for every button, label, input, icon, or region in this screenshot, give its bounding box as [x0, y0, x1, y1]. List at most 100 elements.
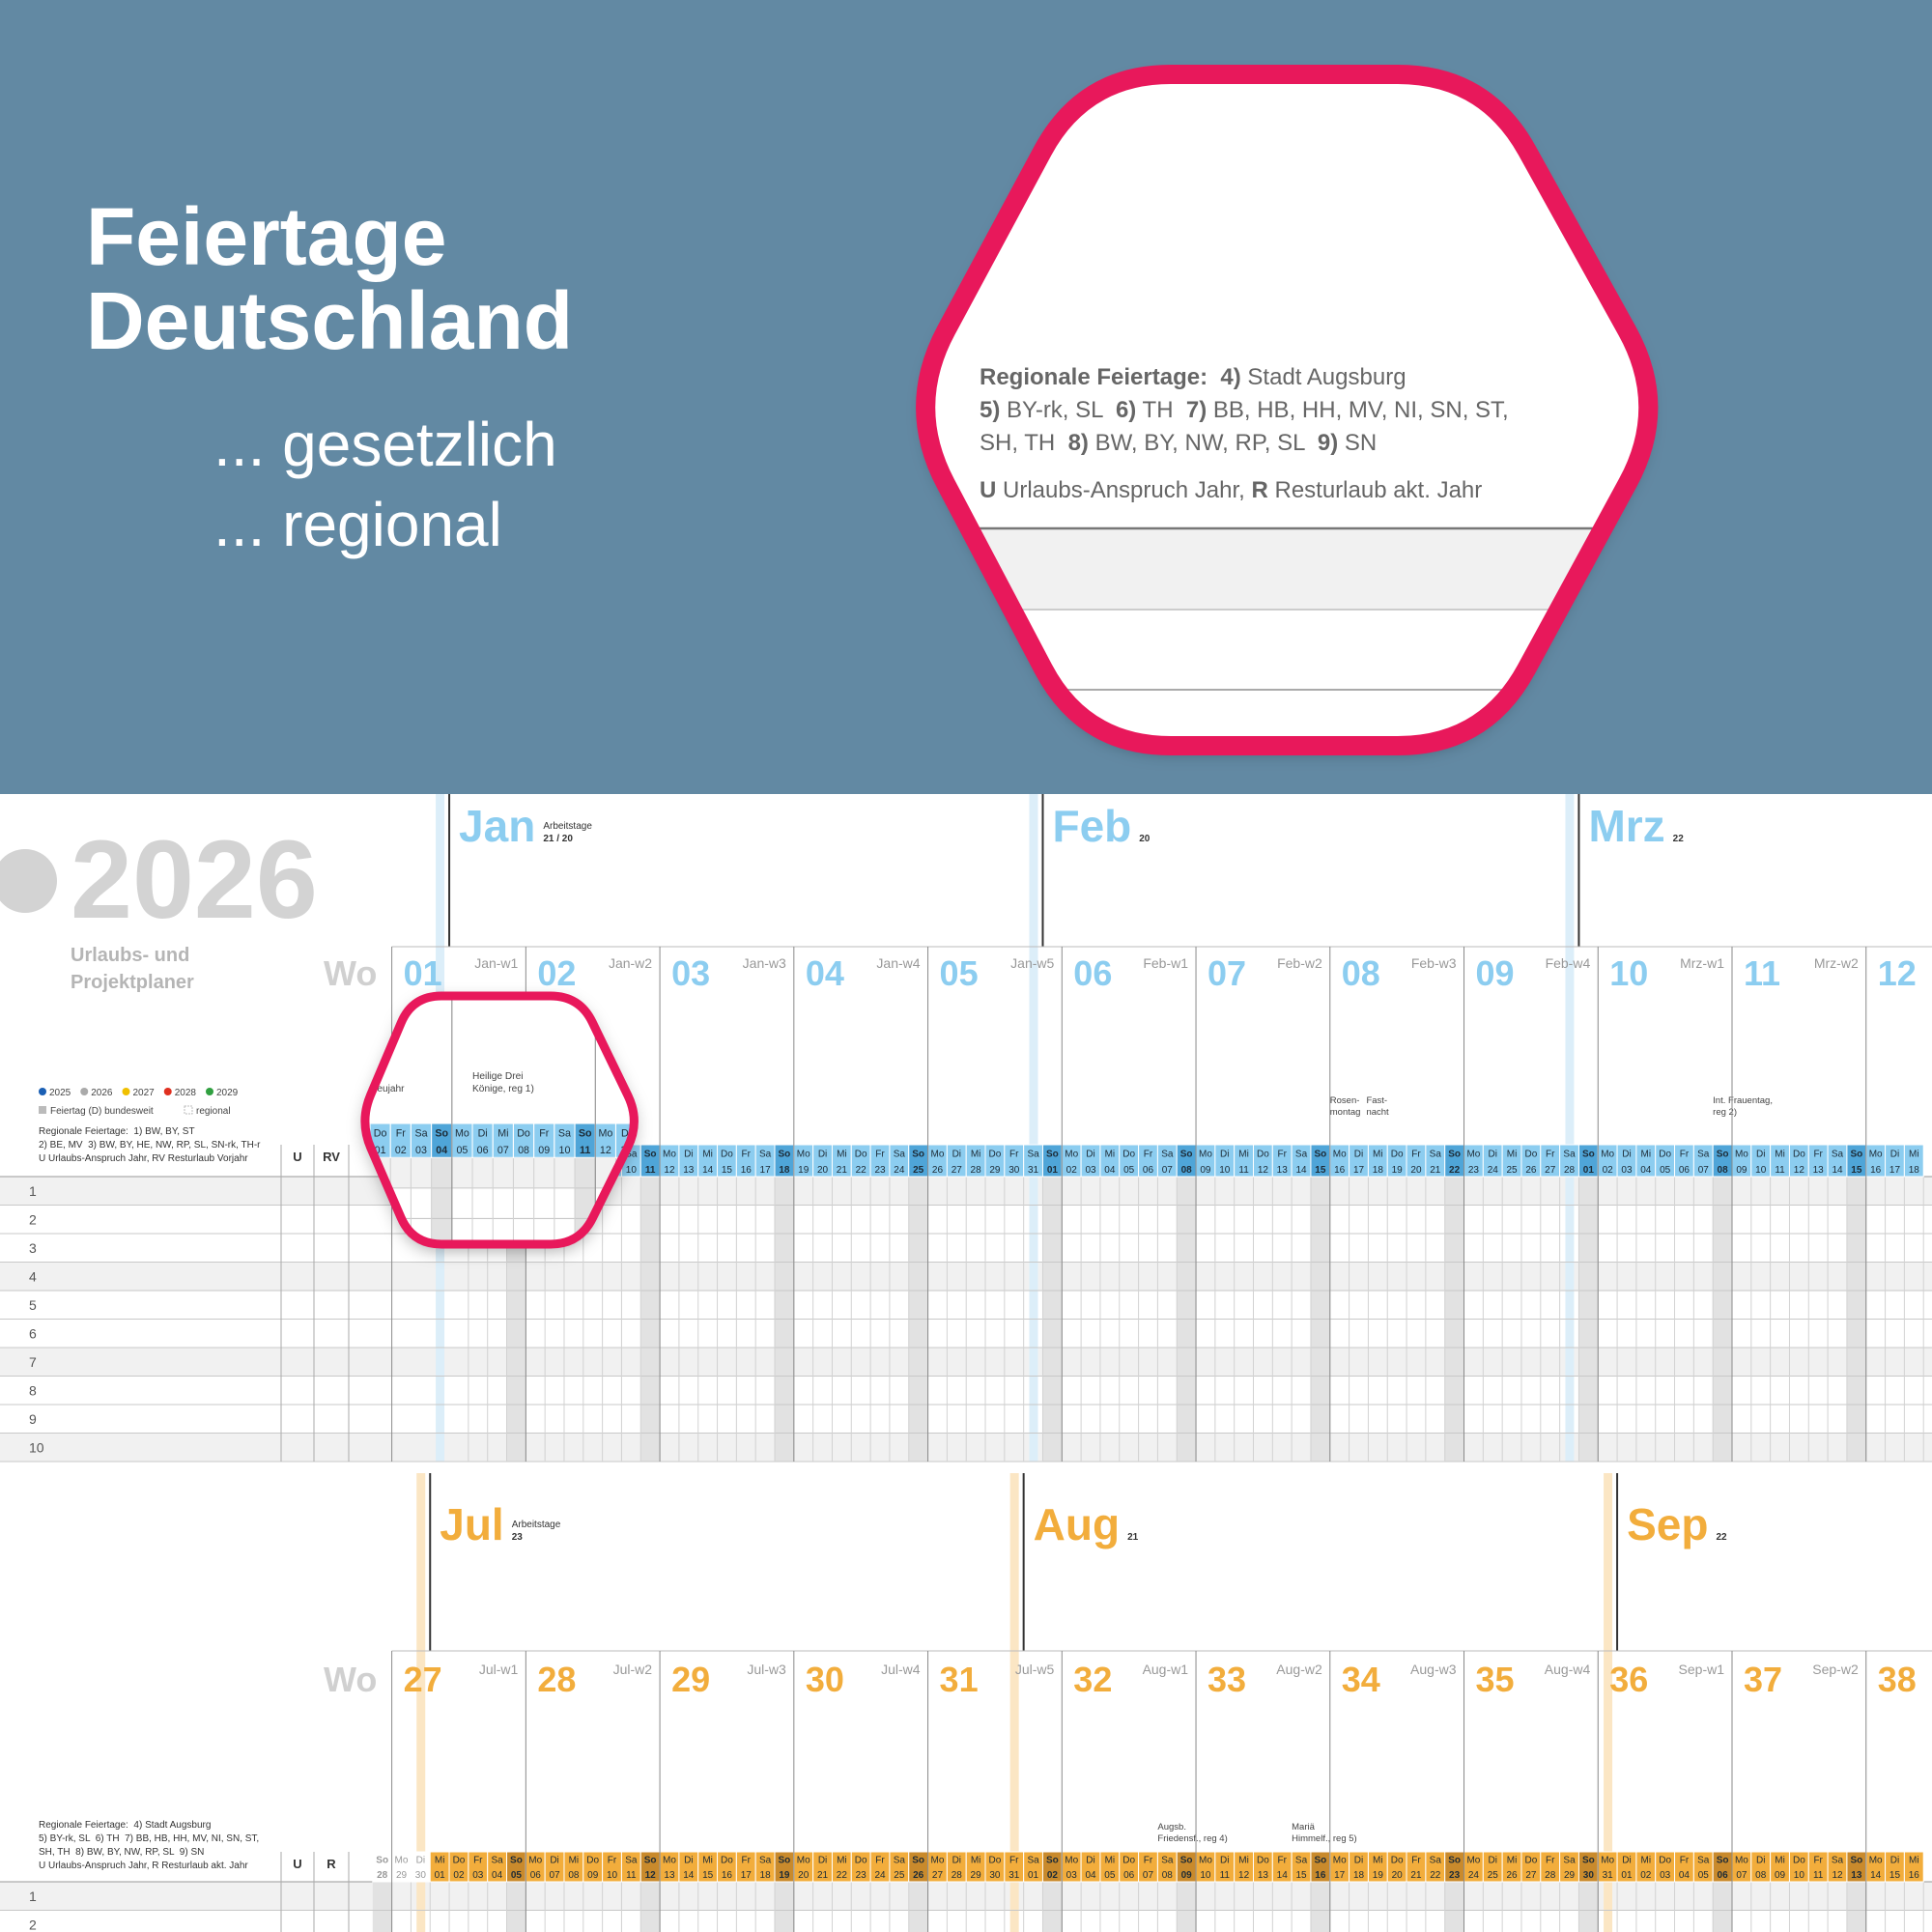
day-date: 12: [1794, 1165, 1805, 1176]
month-name: Jul: [440, 1499, 503, 1549]
day-date: 17: [1334, 1870, 1346, 1881]
day-date: 20: [1392, 1870, 1404, 1881]
week-label: Aug-w1: [1143, 1662, 1189, 1677]
legend-item: regional: [196, 1106, 231, 1117]
day-date: 01: [1028, 1870, 1039, 1881]
week-number: 29: [671, 1660, 710, 1699]
day-date: 11: [1813, 1870, 1824, 1881]
callout-text: SH, TH: [980, 430, 1068, 456]
day-weekday: Sa: [1697, 1150, 1710, 1160]
day-weekday: So: [376, 1856, 388, 1866]
day-date: 21: [837, 1165, 848, 1176]
week-label: Jul-w1: [479, 1662, 519, 1677]
day-date: 21: [1430, 1165, 1441, 1176]
sunday-column: [1578, 1882, 1599, 1932]
day-date: 14: [702, 1165, 714, 1176]
year: 2026: [71, 818, 318, 942]
day-date: 05: [1698, 1870, 1710, 1881]
day-date: 10: [1200, 1870, 1211, 1881]
day-date: 15: [1315, 1165, 1326, 1176]
planner-subtitle: Urlaubs- und: [71, 945, 189, 966]
day-date: 08: [568, 1870, 580, 1881]
week-label: Sep-w2: [1812, 1662, 1859, 1677]
day-date: 10: [1219, 1165, 1231, 1176]
day-date: 18: [779, 1165, 790, 1176]
day-weekday: Do: [1524, 1150, 1537, 1160]
day-weekday: Mi: [435, 1856, 445, 1866]
day-weekday: So: [1046, 1150, 1059, 1160]
day-date: 20: [798, 1870, 810, 1881]
month-workdays: 22: [1673, 834, 1685, 844]
week-label: Mrz-w2: [1814, 955, 1859, 971]
day-date: 15: [702, 1870, 714, 1881]
day-weekday: Sa: [625, 1856, 638, 1866]
day-date: 25: [894, 1870, 905, 1881]
day-date: 27: [932, 1870, 944, 1881]
callout-content: Regionale Feiertage: 4) Stadt Augsburg 5)…: [925, 364, 1649, 691]
day-weekday: So: [1582, 1150, 1595, 1160]
month-name: Feb: [1052, 801, 1131, 851]
legend-dot: [163, 1088, 172, 1095]
day-date: 30: [989, 1870, 1001, 1881]
row-label: 2: [29, 1211, 37, 1227]
form-band: [925, 529, 1649, 610]
day-date: 21: [1410, 1870, 1422, 1881]
day-date: 11: [1220, 1870, 1231, 1881]
day-date: 02: [1047, 1870, 1059, 1881]
day-date: 28: [952, 1870, 963, 1881]
day-date: 15: [722, 1165, 733, 1176]
day-date: 01: [1047, 1165, 1059, 1176]
callout-text: Urlaubs-Anspruch Jahr,: [996, 477, 1251, 503]
holiday-note: Mariä: [1292, 1822, 1315, 1833]
day-date: 24: [1468, 1870, 1480, 1881]
day-weekday: Sa: [1832, 1150, 1844, 1160]
day-date: 08: [1181, 1165, 1193, 1176]
week-number: 03: [671, 953, 710, 993]
month-workdays: 21: [1127, 1532, 1139, 1543]
day-date: 24: [894, 1165, 905, 1176]
day-weekday: Fr: [742, 1150, 752, 1160]
banner-title: Deutschland: [86, 275, 573, 366]
legend-year: 2025: [49, 1088, 71, 1098]
callout-text: Stadt Augsburg: [1241, 364, 1406, 390]
callout-key: 6): [1116, 397, 1136, 423]
day-date: 12: [645, 1870, 657, 1881]
week-label: Feb-w1: [1143, 955, 1188, 971]
row-label: 10: [29, 1439, 44, 1455]
day-date: 16: [1870, 1165, 1882, 1176]
day-date: 31: [1009, 1870, 1020, 1881]
week-number: 32: [1073, 1660, 1112, 1699]
day-date: 04: [492, 1870, 503, 1881]
week-number: 05: [940, 953, 979, 993]
day-weekday: Mi: [1238, 1150, 1249, 1160]
day-weekday: So: [1180, 1150, 1193, 1160]
day-weekday: Fr: [1278, 1150, 1288, 1160]
day-weekday: Fr: [1144, 1150, 1153, 1160]
day-weekday: Sa: [1161, 1150, 1174, 1160]
day-date: 14: [1870, 1870, 1882, 1881]
day-weekday: Fr: [1546, 1150, 1555, 1160]
month-band: [1604, 1473, 1613, 1932]
day-weekday: Do: [586, 1856, 599, 1866]
day-weekday: Di: [684, 1150, 693, 1160]
day-weekday: Mo: [663, 1856, 676, 1866]
day-date: 18: [1373, 1165, 1384, 1176]
day-weekday: Do: [855, 1150, 867, 1160]
day-date: 31: [1028, 1165, 1039, 1176]
callout-key: 8): [1068, 430, 1089, 456]
day-weekday: Sa: [1295, 1150, 1308, 1160]
day-date: 26: [1507, 1870, 1519, 1881]
week-number: 38: [1878, 1660, 1917, 1699]
week-number: 34: [1342, 1660, 1380, 1699]
day-weekday: Fr: [1680, 1856, 1690, 1866]
day-weekday: Mi: [1238, 1856, 1249, 1866]
day-date: 29: [971, 1870, 982, 1881]
week-number: 12: [1878, 953, 1917, 993]
day-weekday: So: [1180, 1856, 1193, 1866]
day-date: 03: [1085, 1165, 1096, 1176]
day-date: 30: [1009, 1165, 1020, 1176]
month-name: Sep: [1627, 1499, 1708, 1549]
day-date: 12: [1258, 1165, 1269, 1176]
day-date: 05: [511, 1870, 523, 1881]
day-weekday: Mo: [797, 1150, 810, 1160]
